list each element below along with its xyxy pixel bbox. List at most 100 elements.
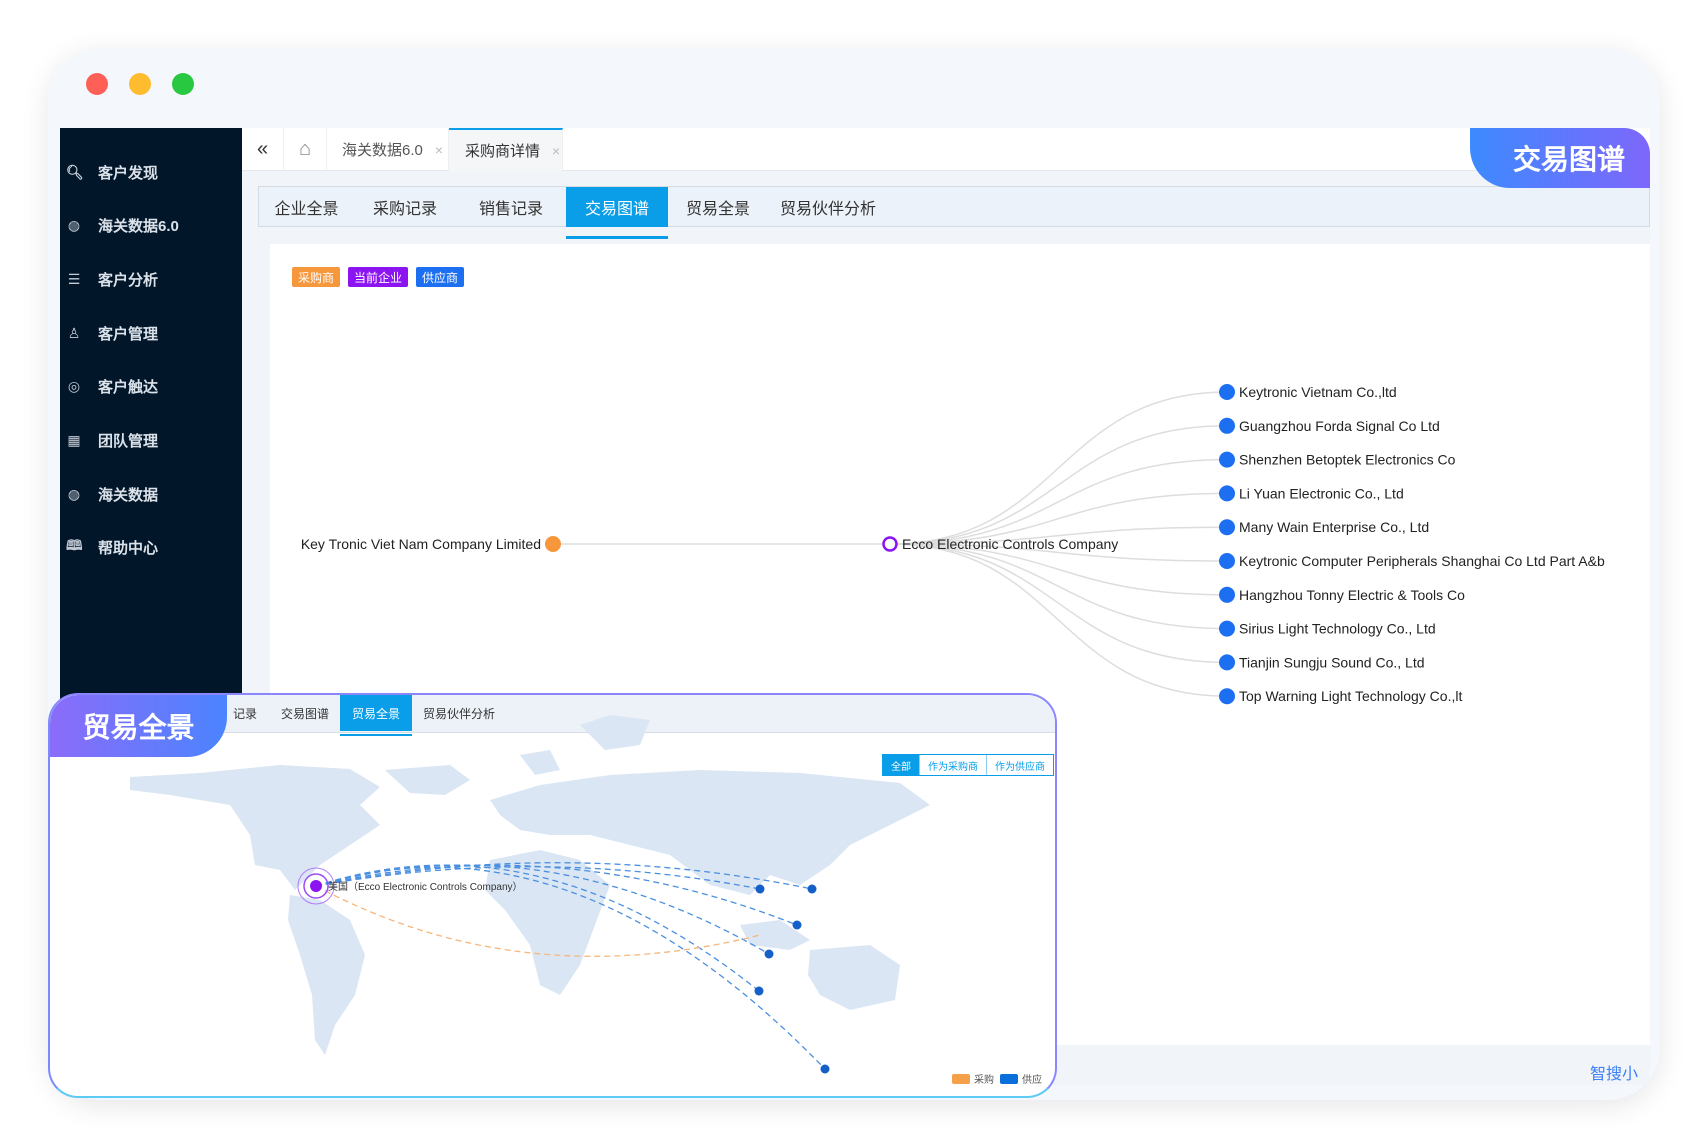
trade-overview-badge: 贸易全景 <box>50 695 227 757</box>
filter-as-buyer[interactable]: 作为采购商 <box>919 755 986 775</box>
supplier-node[interactable] <box>1219 485 1235 502</box>
close-tab-icon[interactable]: × <box>552 142 561 159</box>
origin-marker[interactable] <box>297 867 335 905</box>
supply-route <box>315 866 826 1070</box>
grid-icon: ▦ <box>67 431 81 448</box>
purchase-route <box>315 885 761 957</box>
partner-point[interactable] <box>792 920 802 930</box>
book-icon: 🕮 <box>66 537 83 553</box>
supplier-node[interactable] <box>1219 519 1235 536</box>
search-icon: 🔍︎ <box>66 163 84 180</box>
edge-supplier <box>889 391 1228 545</box>
edge-supplier <box>889 458 1228 545</box>
tab-buyer-details[interactable]: 采购商详情 × <box>449 128 563 171</box>
edge-supplier <box>889 543 1228 596</box>
filter-all[interactable]: 全部 <box>883 755 919 775</box>
supplier-node[interactable] <box>1219 553 1235 569</box>
sidebar-item-customer-discovery[interactable]: 🔍︎ 客户发现 <box>60 152 242 192</box>
sidebar-item-customs-data[interactable]: ◍ 海关数据 <box>60 474 242 514</box>
subtab-sales-records[interactable]: 销售记录 <box>478 201 543 218</box>
legend-purchase[interactable]: 采购 <box>952 1071 994 1086</box>
supplier-label: Li Yuan Electronic Co., Ltd <box>1239 485 1404 501</box>
legend-tag-supplier[interactable]: 供应商 <box>416 267 465 287</box>
legend-swatch <box>1000 1073 1018 1084</box>
supplier-label: Sirius Light Technology Co., Ltd <box>1239 621 1436 637</box>
edge-supplier <box>889 543 1228 664</box>
collapse-sidebar-button[interactable]: « <box>242 128 284 171</box>
supplier-node[interactable] <box>1219 620 1235 637</box>
legend-supply[interactable]: 供应 <box>1000 1071 1042 1086</box>
legend-swatch <box>952 1073 970 1084</box>
close-window-button[interactable] <box>86 73 108 95</box>
detail-subtabs: 企业全景 采购记录 销售记录 交易图谱 贸易全景 贸易伙伴分析 <box>258 186 1650 239</box>
trade-routes <box>315 862 830 1074</box>
home-icon: ⌂ <box>298 138 312 160</box>
edge-supplier <box>889 526 1228 545</box>
subtab-purchase-records[interactable]: 采购记录 <box>372 201 437 218</box>
world-map[interactable]: 美国（Ecco Electronic Controls Company） <box>50 695 1057 1098</box>
legend-label: 采购 <box>974 1075 994 1086</box>
supplier-label: Guangzhou Forda Signal Co Ltd <box>1239 418 1440 434</box>
subtab-trade-graph[interactable]: 交易图谱 <box>566 187 668 239</box>
legend-tag-current[interactable]: 当前企业 <box>348 267 409 287</box>
origin-label: 美国（Ecco Electronic Controls Company） <box>328 880 523 893</box>
legend-tag-buyer[interactable]: 采购商 <box>292 267 341 287</box>
sidebar-item-label: 客户发现 <box>98 164 159 182</box>
user-icon: ♙ <box>67 324 81 341</box>
edge-supplier <box>889 543 1228 697</box>
tab-bar: « ⌂ 海关数据6.0 × 采购商详情 × <box>242 128 1650 171</box>
sidebar-item-label: 客户分析 <box>98 271 159 289</box>
home-tab[interactable]: ⌂ <box>284 128 327 171</box>
subtab-trade-overview[interactable]: 贸易全景 <box>340 695 412 736</box>
edge-supplier <box>889 543 1228 630</box>
sidebar-item-customer-management[interactable]: ♙ 客户管理 <box>60 313 242 353</box>
double-chevron-left-icon: « <box>256 138 269 160</box>
supplier-label: Keytronic Computer Peripherals Shanghai … <box>1239 553 1605 569</box>
supply-route <box>315 864 760 992</box>
sidebar-item-label: 海关数据6.0 <box>98 217 179 235</box>
target-icon: ◎ <box>67 377 81 394</box>
buyer-node[interactable] <box>545 536 561 552</box>
sidebar-item-customer-reach[interactable]: ◎ 客户触达 <box>60 366 242 406</box>
tab-label: 采购商详情 <box>465 143 541 160</box>
subtab-partner-analysis[interactable]: 贸易伙伴分析 <box>422 706 495 721</box>
trade-graph-badge: 交易图谱 <box>1470 128 1650 188</box>
subtab-trade-graph[interactable]: 交易图谱 <box>280 706 329 721</box>
minimize-window-button[interactable] <box>129 73 151 95</box>
maximize-window-button[interactable] <box>172 73 194 95</box>
sidebar-item-label: 客户触达 <box>98 378 159 396</box>
subtab-records[interactable]: 记录 <box>232 706 257 721</box>
supplier-node[interactable] <box>1219 688 1235 705</box>
supplier-node[interactable] <box>1219 451 1235 468</box>
partner-point[interactable] <box>755 884 765 894</box>
partner-point[interactable] <box>764 949 774 959</box>
supplier-node[interactable] <box>1219 384 1235 400</box>
role-filter: 全部 作为采购商 作为供应商 <box>882 754 1054 776</box>
partner-point[interactable] <box>754 986 764 996</box>
filter-as-supplier[interactable]: 作为供应商 <box>986 755 1053 775</box>
brand-text: 智搜小 <box>1590 1066 1639 1083</box>
edge-supplier <box>889 425 1228 545</box>
supplier-node[interactable] <box>1219 586 1235 603</box>
supplier-label: Many Wain Enterprise Co., Ltd <box>1239 519 1429 535</box>
supplier-node[interactable] <box>1219 417 1235 434</box>
partner-point[interactable] <box>807 884 817 894</box>
supplier-label: Top Warning Light Technology Co.,lt <box>1239 688 1462 704</box>
legend-label: 供应 <box>1022 1075 1042 1086</box>
sidebar-item-team-management[interactable]: ▦ 团队管理 <box>60 420 242 460</box>
supplier-node[interactable] <box>1219 654 1235 671</box>
tab-customs-data-6[interactable]: 海关数据6.0 × <box>327 128 449 171</box>
sidebar-item-customs-data-6[interactable]: ◍ 海关数据6.0 <box>60 205 242 245</box>
tab-label: 海关数据6.0 <box>342 142 423 159</box>
globe-icon: ◍ <box>67 485 81 502</box>
sidebar-item-help-center[interactable]: 🕮 帮助中心 <box>60 527 242 567</box>
close-tab-icon[interactable]: × <box>434 141 444 158</box>
subtab-enterprise-overview[interactable]: 企业全景 <box>274 201 339 218</box>
current-company-node[interactable] <box>882 536 898 552</box>
partner-point[interactable] <box>820 1064 830 1074</box>
trade-overview-overlay: 贸易全景 记录 交易图谱 贸易全景 贸易伙伴分析 全部 作为采购商 作为供应商 … <box>48 693 1057 1098</box>
sidebar-item-customer-analysis[interactable]: ☰ 客户分析 <box>60 259 242 299</box>
subtab-trade-overview[interactable]: 贸易全景 <box>685 201 750 218</box>
subtab-partner-analysis[interactable]: 贸易伙伴分析 <box>779 201 876 218</box>
supply-route <box>315 864 798 926</box>
